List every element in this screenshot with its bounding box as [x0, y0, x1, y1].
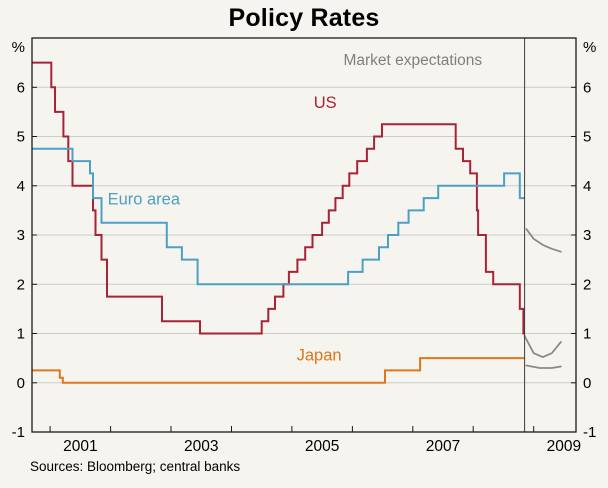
market-expectations-annotation: Market expectations: [343, 52, 482, 69]
x-axis-label: 2003: [184, 438, 218, 455]
y-axis-label-right: 4: [583, 178, 591, 195]
y-axis-label-right: -1: [583, 424, 596, 441]
y-axis-label-left: 3: [17, 227, 25, 244]
sources-note: Sources: Bloomberg; central banks: [30, 459, 241, 474]
japan-line: [32, 357, 525, 384]
y-axis-label-right: 3: [583, 227, 591, 244]
chart-title: Policy Rates: [228, 4, 380, 32]
japan-expectations-line: [525, 364, 562, 369]
x-axis-label: 2001: [63, 438, 97, 455]
y-axis-label-left: -1: [12, 424, 25, 441]
euro-area-expectations-line: [525, 228, 562, 253]
y-axis-label-left: 5: [17, 129, 25, 146]
y-axis-label-left: 6: [17, 79, 25, 96]
y-axis-label-right: 6: [583, 79, 591, 96]
euro-area-label: Euro area: [108, 191, 181, 209]
us-line: [32, 61, 525, 335]
euro-area-line: [32, 147, 525, 286]
y-axis-label-right: 5: [583, 129, 591, 146]
japan-label: Japan: [297, 347, 342, 365]
y-axis-label-right: 2: [583, 276, 591, 293]
plot-frame: [31, 37, 577, 433]
y-axis-label-left: 1: [17, 326, 25, 343]
y-axis-unit-right: %: [583, 39, 596, 56]
y-axis-label-left: 0: [17, 375, 25, 392]
y-axis-label-right: 1: [583, 326, 591, 343]
x-axis-label: 2007: [426, 438, 460, 455]
us-expectations-line: [523, 335, 562, 359]
y-axis-label-right: 0: [583, 375, 591, 392]
y-axis-label-left: 4: [17, 178, 25, 195]
x-axis-label: 2009: [547, 438, 581, 455]
y-axis-label-left: 2: [17, 276, 25, 293]
x-axis-label: 2005: [305, 438, 339, 455]
y-axis-unit-left: %: [12, 39, 25, 56]
us-label: US: [314, 94, 337, 112]
